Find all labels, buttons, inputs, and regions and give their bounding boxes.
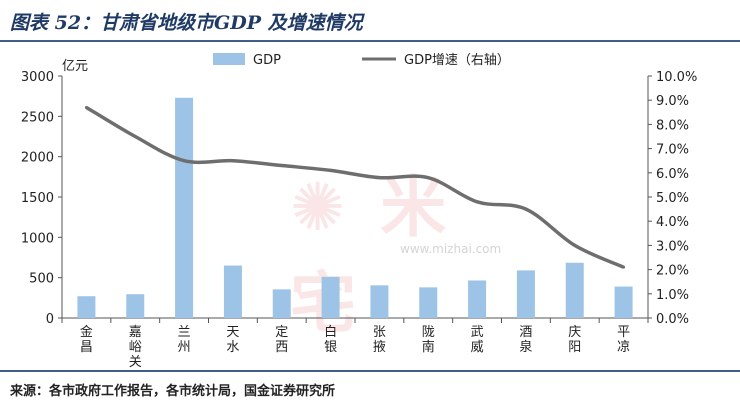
- left-tick-label: 2000: [21, 151, 54, 166]
- gdp-chart: GDP GDP增速（右轴） 亿元 0 500 1000 1500 2000 2500 300…: [21, 53, 697, 370]
- right-tick-label: 2.0%: [656, 264, 689, 279]
- footer: 来源：各市政府工作报告，各市统计局，国金证券研究所: [0, 370, 740, 408]
- x-tick-label: 酒泉: [519, 325, 532, 355]
- growth-point: [573, 243, 577, 247]
- gdp-bar: [419, 287, 438, 318]
- x-tick-label: 平凉: [617, 325, 630, 355]
- growth-point: [475, 200, 479, 204]
- gdp-bar: [223, 265, 242, 318]
- x-tick-label: 陇南: [422, 325, 435, 355]
- x-tick-label: 天水: [226, 325, 239, 355]
- right-tick-label: 6.0%: [656, 167, 689, 182]
- x-tick-label: 定西: [275, 325, 288, 355]
- growth-point: [622, 265, 626, 269]
- legend-label-gdp: GDP: [253, 53, 281, 68]
- x-tick-label: 嘉峪关: [129, 325, 142, 370]
- x-tick-label: 白银: [324, 324, 337, 355]
- gdp-bar: [272, 289, 291, 318]
- growth-point: [182, 159, 186, 163]
- growth-point: [426, 176, 430, 180]
- x-tick-label: 庆阳: [568, 325, 581, 355]
- left-axis-unit: 亿元: [62, 59, 88, 74]
- gdp-bar: [321, 276, 340, 318]
- right-tick-label: 10.0%: [656, 70, 697, 85]
- growth-point: [231, 159, 235, 163]
- x-tick-label: 兰州: [178, 325, 191, 355]
- left-tick-label: 2500: [21, 110, 54, 125]
- chart-title: 图表 52：甘肃省地级市GDP 及增速情况: [10, 12, 363, 34]
- growth-point: [133, 135, 137, 138]
- x-tick-label: 武威: [471, 325, 484, 355]
- right-tick-label: 4.0%: [656, 215, 689, 230]
- gdp-bar: [516, 270, 535, 318]
- x-tick-label: 金昌: [80, 324, 93, 355]
- chart-legend: GDP GDP增速（右轴）: [213, 53, 510, 68]
- right-tick-label: 9.0%: [656, 94, 689, 109]
- left-tick-label: 3000: [21, 70, 54, 85]
- right-tick-label: 1.0%: [656, 288, 689, 303]
- legend-label-growth: GDP增速（右轴）: [404, 53, 510, 68]
- growth-point: [329, 168, 333, 172]
- right-tick-label: 0.0%: [656, 312, 689, 327]
- left-tick-label: 500: [29, 272, 54, 287]
- right-tick-label: 8.0%: [656, 118, 689, 133]
- gdp-bar: [370, 285, 389, 318]
- left-tick-label: 1500: [21, 191, 54, 206]
- legend-swatch-gdp: [213, 53, 245, 65]
- right-tick-label: 3.0%: [656, 239, 689, 254]
- growth-point: [377, 176, 381, 180]
- growth-point: [524, 207, 528, 211]
- left-tick-label: 0: [46, 312, 54, 327]
- right-tick-label: 7.0%: [656, 143, 689, 158]
- plot-area: 0 500 1000 1500 2000 2500 3000 0.0% 1.0% 2.0% 3.0%…: [21, 70, 697, 370]
- growth-point: [280, 164, 284, 168]
- source-note: 来源：各市政府工作报告，各市统计局，国金证券研究所: [10, 384, 336, 399]
- growth-line: [85, 105, 625, 269]
- right-tick-label: 5.0%: [656, 191, 689, 206]
- left-tick-label: 1000: [21, 231, 54, 246]
- growth-point: [84, 105, 88, 109]
- x-tick-label: 张掖: [373, 325, 386, 355]
- gdp-bar: [468, 280, 487, 318]
- gdp-bar: [175, 97, 194, 318]
- title-bar: 图表 52：甘肃省地级市GDP 及增速情况: [0, 0, 740, 42]
- gdp-bar: [77, 296, 96, 318]
- gdp-bar: [565, 262, 584, 318]
- gdp-bar: [126, 294, 145, 318]
- gdp-bar: [614, 286, 633, 318]
